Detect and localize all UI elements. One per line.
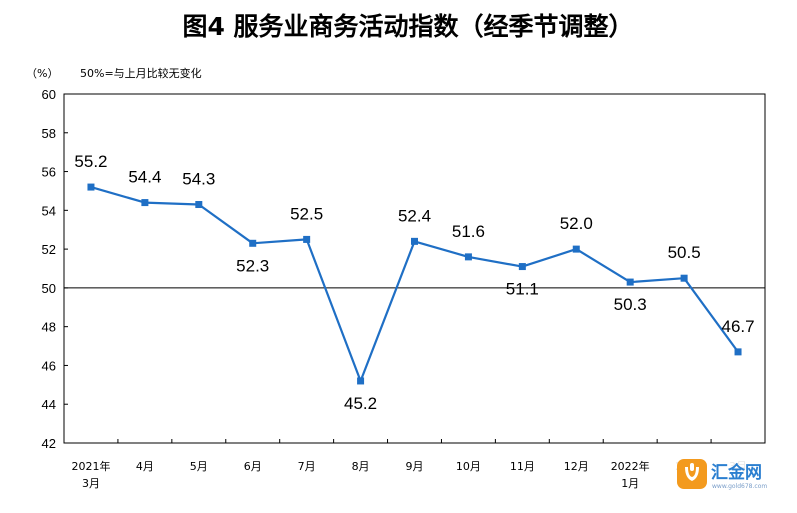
data-label: 55.2 (74, 152, 107, 171)
x-tick-label: 2022年 (611, 459, 650, 473)
data-point (249, 239, 257, 247)
x-tick-label: 1月 (621, 477, 639, 490)
data-point (680, 274, 688, 282)
y-tick-label: 48 (42, 320, 56, 335)
data-point (464, 253, 472, 261)
y-tick-label: 44 (42, 397, 56, 412)
chart-title: 图4 服务业商务活动指数（经季节调整） (182, 12, 633, 41)
watermark-text: 汇金网 (711, 462, 762, 483)
data-point (303, 235, 311, 243)
y-unit-label: （%） (26, 67, 58, 80)
data-label: 52.5 (290, 204, 323, 223)
data-point (411, 237, 418, 245)
x-tick-label: 3月 (82, 477, 100, 490)
data-label: 52.4 (398, 206, 431, 225)
y-tick-label: 52 (42, 242, 56, 257)
data-label-group: 55.2 54.4 54.3 52.3 52.5 45.2 52.4 51.6 51.1 52.0… (74, 152, 754, 413)
data-label: 45.2 (344, 394, 377, 413)
data-label: 54.3 (182, 170, 215, 189)
y-tick-label: 46 (42, 358, 56, 373)
x-tick-label: 6月 (244, 460, 262, 473)
data-point (141, 199, 149, 207)
watermark: 汇金网 www.gold678.com (675, 457, 790, 493)
data-point (734, 348, 742, 356)
x-tick-label: 4月 (136, 460, 154, 473)
x-tick-label: 11月 (510, 460, 535, 473)
y-tick-label: 58 (42, 126, 56, 141)
x-tick-label: 7月 (298, 460, 316, 473)
watermark-subtext: www.gold678.com (712, 483, 767, 490)
data-label: 51.1 (506, 280, 539, 299)
data-label: 46.7 (721, 317, 754, 336)
data-point (572, 245, 580, 253)
y-tick-label: 56 (42, 165, 56, 180)
data-label: 52.3 (236, 256, 269, 275)
data-label: 50.3 (614, 295, 647, 314)
data-label: 51.6 (452, 222, 485, 241)
data-label: 50.5 (668, 243, 701, 262)
series-group (87, 183, 742, 385)
watermark-logo-icon (677, 459, 707, 489)
x-tick-label: 10月 (456, 460, 481, 473)
data-label: 52.0 (560, 214, 593, 233)
x-tick-label: 2021年 (71, 459, 110, 473)
data-point (87, 183, 95, 191)
x-tick-label: 9月 (406, 460, 424, 473)
y-axis: 42 44 46 48 50 52 54 56 58 60 (42, 87, 68, 451)
x-tick-label: 8月 (352, 460, 370, 473)
y-tick-label: 54 (42, 203, 56, 218)
data-label: 54.4 (128, 168, 161, 187)
chart-note: 50%=与上月比较无变化 (80, 66, 202, 80)
data-point (518, 263, 526, 271)
y-tick-label: 50 (42, 281, 56, 296)
x-tick-label: 5月 (190, 460, 208, 473)
data-point (357, 377, 365, 385)
x-axis: 2021年3月4月5月6月7月8月9月10月11月12月2022年1月2月3月 (63, 439, 766, 490)
y-tick-label: 42 (42, 436, 56, 451)
data-point (195, 201, 203, 209)
data-point (626, 278, 634, 286)
plot-area (63, 93, 766, 444)
x-tick-label: 12月 (564, 460, 589, 473)
y-tick-label: 60 (42, 87, 56, 102)
